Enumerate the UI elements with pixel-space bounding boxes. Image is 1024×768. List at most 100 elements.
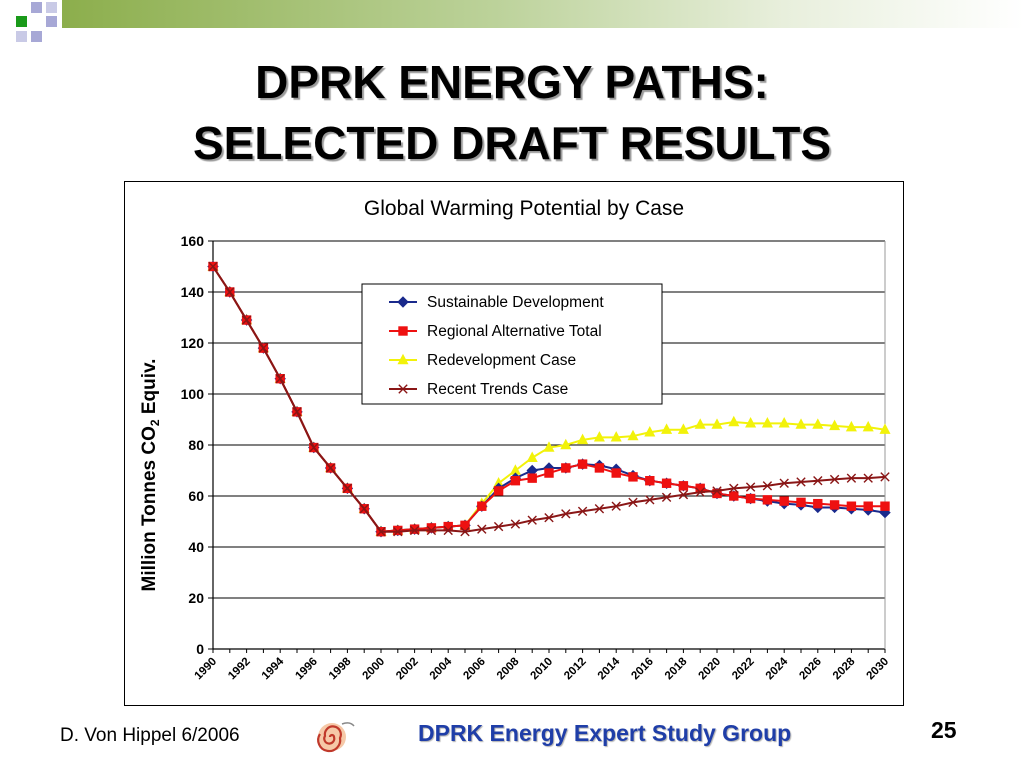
data-point — [225, 287, 235, 297]
data-point — [729, 491, 739, 501]
y-tick-label: 40 — [188, 539, 204, 555]
data-point — [729, 483, 739, 494]
legend-label: Regional Alternative Total — [427, 323, 602, 340]
data-point — [544, 468, 554, 478]
data-point — [510, 519, 521, 529]
legend-entry: Redevelopment Case — [389, 352, 576, 369]
corner-square-green — [16, 16, 27, 27]
x-tick-label: 2008 — [495, 655, 522, 682]
data-point — [593, 431, 605, 442]
x-tick-label: 1998 — [327, 655, 354, 682]
chart-frame: Global Warming Potential by Case Million… — [124, 181, 904, 706]
x-tick-label: 2016 — [629, 656, 656, 683]
legend-entry: Sustainable Development — [389, 294, 604, 311]
legend-swatch-marker — [397, 353, 409, 365]
data-point — [292, 407, 302, 417]
data-point — [477, 501, 487, 511]
x-tick-label: 2006 — [461, 656, 488, 683]
data-point — [477, 524, 487, 534]
x-tick-label: 2026 — [797, 656, 824, 683]
data-point — [745, 482, 756, 492]
data-point — [712, 486, 722, 496]
x-tick-label: 2000 — [361, 656, 388, 683]
x-tick-label: 2004 — [428, 655, 455, 682]
data-point — [745, 417, 757, 428]
data-point — [208, 261, 218, 272]
y-axis-label-subscript: 2 — [148, 419, 162, 426]
data-point — [863, 473, 873, 483]
slide-title-line-1: DPRK ENERGY PATHS: — [255, 56, 769, 108]
y-tick-label: 20 — [188, 590, 204, 606]
data-point — [661, 492, 672, 502]
y-tick-label: 0 — [196, 641, 204, 657]
gwp-line-chart: Global Warming Potential by Case Million… — [139, 197, 891, 683]
data-point — [728, 415, 740, 427]
data-point — [258, 343, 269, 353]
data-point — [846, 501, 857, 511]
y-tick-label: 120 — [181, 335, 205, 351]
y-tick-label: 140 — [181, 284, 205, 300]
x-tick-label: 1996 — [293, 656, 320, 683]
x-tick-label: 2022 — [730, 656, 757, 683]
data-point — [711, 418, 723, 429]
data-point — [863, 501, 873, 511]
chart-title: Global Warming Potential by Case — [364, 197, 684, 220]
legend-swatch-marker — [397, 296, 409, 308]
page-number: 25 — [931, 717, 957, 743]
corner-square-lavender-3 — [31, 31, 42, 42]
legend: Sustainable Development Regional Alternat… — [361, 283, 663, 405]
data-point — [342, 483, 353, 494]
data-point — [762, 495, 773, 505]
data-point — [443, 525, 453, 536]
data-point — [426, 523, 437, 533]
spiral-logo-icon — [317, 722, 355, 753]
series-recent-trends-case — [208, 261, 890, 537]
data-point — [829, 474, 840, 485]
legend-box — [361, 283, 663, 405]
data-point — [611, 468, 621, 478]
data-point — [812, 418, 824, 429]
legend-swatch-marker — [398, 384, 408, 394]
data-point — [527, 473, 537, 483]
data-point — [879, 423, 891, 434]
y-tick-label: 100 — [181, 386, 205, 402]
data-point — [796, 477, 806, 487]
data-point — [761, 417, 773, 428]
data-point — [526, 451, 538, 462]
data-point — [779, 478, 789, 488]
data-point — [813, 476, 823, 486]
data-point — [661, 478, 672, 488]
data-point — [577, 433, 589, 445]
data-point — [813, 498, 823, 509]
data-point — [359, 504, 369, 514]
data-point — [325, 463, 336, 473]
x-tick-label: 2020 — [697, 656, 724, 683]
data-point — [409, 524, 420, 534]
data-point — [694, 418, 706, 429]
legend-swatch-marker — [398, 326, 408, 336]
data-point — [712, 488, 722, 499]
data-point — [779, 496, 789, 506]
y-axis-label-prefix: Million Tonnes CO — [139, 426, 160, 591]
data-point — [241, 315, 252, 325]
legend-label: Redevelopment Case — [427, 352, 576, 369]
data-point — [561, 463, 571, 473]
data-point — [275, 374, 285, 384]
y-tick-label: 160 — [181, 233, 205, 249]
y-axis-label: Million Tonnes CO2 Equiv. — [139, 359, 162, 592]
data-point — [678, 481, 689, 491]
data-point — [309, 442, 319, 453]
data-point — [493, 521, 504, 532]
data-point — [645, 495, 655, 505]
data-point — [561, 509, 571, 519]
data-point — [796, 497, 806, 508]
data-point — [695, 487, 705, 497]
data-point — [594, 463, 605, 473]
data-point — [510, 476, 521, 486]
data-point — [778, 417, 790, 428]
x-tick-label: 2024 — [764, 655, 791, 682]
y-axis-label-suffix: Equiv. — [139, 359, 160, 420]
data-point — [628, 472, 638, 482]
data-point — [880, 472, 890, 482]
data-point — [846, 473, 857, 483]
